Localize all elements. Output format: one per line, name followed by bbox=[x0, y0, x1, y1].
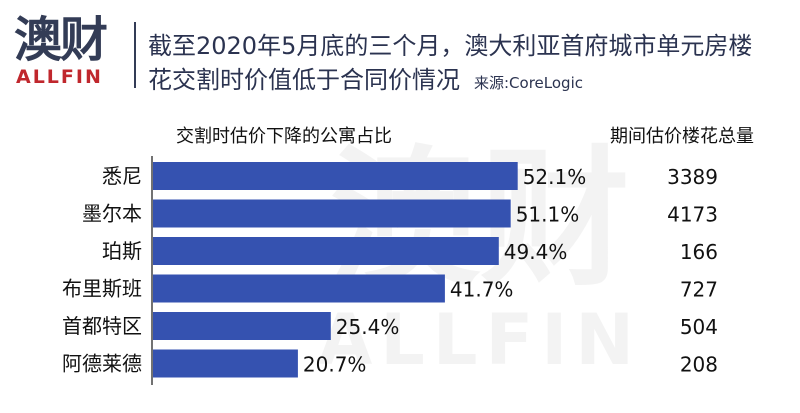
chart-title-line1: 截至2020年5月底的三个月，澳大利亚首府城市单元房楼 bbox=[148, 32, 753, 60]
value-label: 20.7% bbox=[303, 353, 367, 377]
logo-english: ALLFIN bbox=[16, 66, 103, 88]
value-label: 51.1% bbox=[516, 203, 580, 227]
category-label: 墨尔本 bbox=[82, 202, 142, 226]
total-count-label: 208 bbox=[680, 353, 718, 377]
total-count-label: 727 bbox=[680, 278, 718, 302]
value-label: 41.7% bbox=[450, 278, 514, 302]
bar bbox=[153, 349, 298, 378]
bar bbox=[153, 237, 499, 265]
category-label: 阿德莱德 bbox=[62, 352, 142, 376]
total-count-label: 166 bbox=[680, 240, 718, 264]
value-label: 49.4% bbox=[504, 240, 568, 264]
bar-column-header: 交割时估价下降的公寓占比 bbox=[176, 126, 392, 147]
logo-chinese: 澳财 bbox=[14, 12, 108, 68]
total-count-label: 3389 bbox=[667, 165, 718, 189]
bar bbox=[153, 274, 445, 303]
bar bbox=[153, 312, 331, 340]
bar bbox=[153, 199, 511, 228]
brand-logo: 澳财 ALLFIN bbox=[14, 14, 124, 88]
value-label: 52.1% bbox=[523, 165, 587, 189]
totals-column-header: 期间估价楼花总量 bbox=[610, 126, 754, 147]
bar bbox=[153, 162, 518, 190]
total-count-label: 4173 bbox=[667, 203, 718, 227]
chart-title-line2: 花交割时价值低于合同价情况 来源:CoreLogic bbox=[148, 60, 583, 95]
category-label: 珀斯 bbox=[102, 239, 142, 263]
category-label: 布里斯班 bbox=[62, 277, 142, 301]
category-label: 悉尼 bbox=[102, 164, 142, 188]
value-label: 25.4% bbox=[336, 315, 400, 339]
chart-title-line2-text: 花交割时价值低于合同价情况 bbox=[148, 66, 460, 94]
category-label: 首都特区 bbox=[62, 314, 142, 338]
total-count-label: 504 bbox=[680, 315, 718, 339]
header-divider bbox=[134, 22, 136, 88]
source-label: 来源:CoreLogic bbox=[474, 74, 583, 92]
